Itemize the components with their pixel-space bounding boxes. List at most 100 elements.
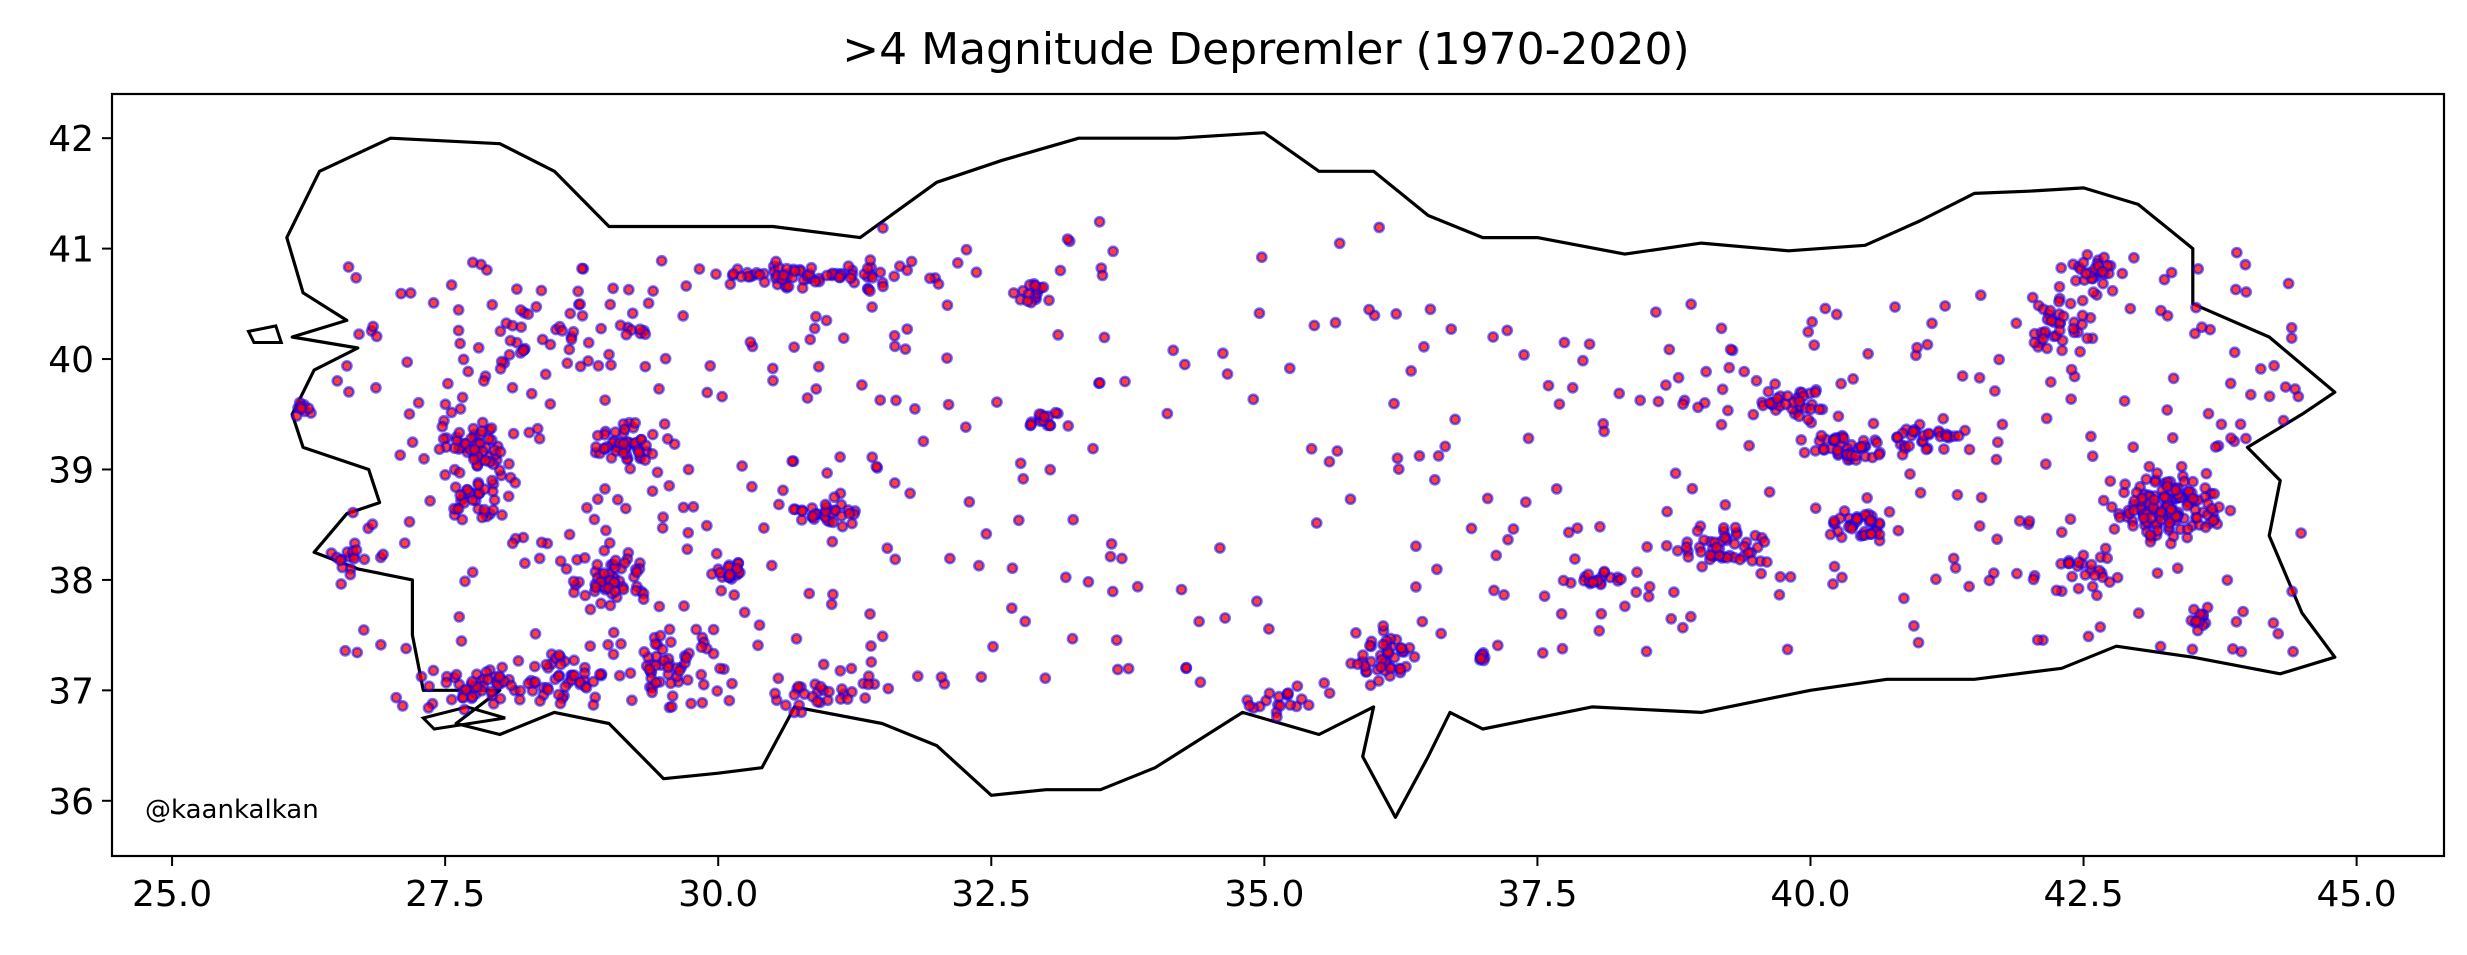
earthquake-point bbox=[1867, 417, 1880, 430]
earthquake-point bbox=[1263, 623, 1275, 635]
earthquake-point bbox=[390, 691, 403, 704]
earthquake-point bbox=[1761, 556, 1773, 568]
earthquake-point bbox=[862, 678, 875, 691]
earthquake-point bbox=[744, 336, 757, 348]
earthquake-point bbox=[2186, 475, 2199, 488]
earthquake-point bbox=[2187, 603, 2200, 616]
earthquake-point bbox=[2225, 432, 2237, 445]
earthquake-point bbox=[466, 691, 479, 703]
earthquake-point bbox=[2099, 542, 2112, 555]
earthquake-point bbox=[2103, 576, 2116, 588]
earthquake-point bbox=[1672, 371, 1685, 384]
earthquake-point bbox=[2209, 441, 2222, 453]
earthquake-point bbox=[905, 255, 918, 268]
earthquake-point bbox=[788, 689, 801, 701]
earthquake-point bbox=[1487, 331, 1499, 343]
earthquake-point bbox=[335, 578, 348, 590]
earthquake-point bbox=[770, 255, 782, 268]
earthquake-point bbox=[870, 460, 883, 473]
earthquake-point bbox=[1802, 413, 1814, 426]
earthquake-point bbox=[2268, 359, 2280, 372]
earthquake-point bbox=[589, 581, 602, 594]
earthquake-point bbox=[1728, 538, 1741, 550]
earthquake-point bbox=[1550, 482, 1563, 495]
x-axis: 25.0 27.5 30.0 32.5 35.0 37.5 40.0 42.5 45.0 bbox=[132, 856, 2397, 915]
earthquake-point bbox=[626, 307, 639, 320]
earthquake-point bbox=[1640, 645, 1653, 658]
earthquake-point bbox=[710, 268, 722, 280]
earthquake-point bbox=[942, 398, 955, 411]
earthquake-point bbox=[1650, 306, 1662, 318]
earthquake-point bbox=[2254, 362, 2267, 375]
earthquake-point bbox=[1593, 624, 1606, 637]
earthquake-point bbox=[820, 314, 833, 327]
earthquake-point bbox=[1214, 542, 1226, 554]
earthquake-point bbox=[1734, 553, 1746, 566]
earthquake-point bbox=[2279, 381, 2292, 393]
earthquake-point bbox=[552, 670, 565, 683]
earthquake-point bbox=[607, 626, 620, 639]
earthquake-point bbox=[834, 664, 847, 677]
earthquake-point bbox=[595, 322, 607, 335]
earthquake-point bbox=[1991, 436, 2004, 449]
earthquake-point bbox=[504, 334, 517, 347]
earthquake-point bbox=[1536, 647, 1549, 659]
earthquake-point bbox=[1613, 387, 1626, 400]
earthquake-point bbox=[2239, 432, 2252, 445]
earthquake-point bbox=[1691, 525, 1704, 537]
earthquake-point bbox=[1676, 621, 1689, 634]
earthquake-point bbox=[559, 680, 572, 693]
earthquake-point bbox=[539, 368, 552, 381]
earthquake-point bbox=[650, 676, 662, 689]
earthquake-point bbox=[1722, 404, 1734, 417]
earthquake-point bbox=[2053, 280, 2066, 293]
earthquake-point bbox=[542, 683, 555, 696]
earthquake-point bbox=[663, 479, 676, 492]
earthquake-point bbox=[2128, 494, 2141, 507]
earthquake-point bbox=[1583, 338, 1596, 350]
earthquake-point bbox=[1302, 699, 1315, 711]
earthquake-point bbox=[1357, 649, 1369, 661]
earthquake-point bbox=[502, 490, 515, 503]
earthquake-point bbox=[1391, 452, 1404, 465]
earthquake-point bbox=[1630, 586, 1643, 599]
earthquake-point bbox=[1686, 482, 1699, 495]
earthquake-point bbox=[1481, 492, 1494, 505]
earthquake-point bbox=[1883, 505, 1896, 518]
earthquake-point bbox=[556, 324, 569, 337]
y-tick-label: 40 bbox=[48, 340, 94, 381]
earthquake-point bbox=[588, 513, 601, 526]
earthquake-point bbox=[753, 268, 766, 281]
earthquake-point bbox=[342, 385, 355, 398]
earthquake-point bbox=[370, 330, 383, 343]
earthquake-point bbox=[1093, 215, 1106, 228]
earthquake-point bbox=[2190, 615, 2202, 627]
earthquake-point bbox=[340, 359, 353, 372]
earthquake-point bbox=[632, 446, 645, 459]
earthquake-point bbox=[1939, 300, 1951, 312]
earthquake-point bbox=[456, 513, 469, 526]
earthquake-point bbox=[1806, 315, 1818, 328]
earthquake-point bbox=[599, 394, 611, 406]
earthquake-point bbox=[1798, 446, 1811, 459]
earthquake-point bbox=[339, 644, 352, 657]
earthquake-point bbox=[2148, 493, 2161, 506]
earthquake-point bbox=[2144, 529, 2157, 541]
earthquake-point bbox=[2105, 501, 2118, 513]
earthquake-point bbox=[1663, 343, 1676, 356]
earthquake-point bbox=[533, 432, 546, 445]
earthquake-point bbox=[690, 623, 703, 636]
earthquake-point bbox=[595, 597, 607, 610]
earthquake-point bbox=[554, 555, 567, 567]
earthquake-point bbox=[647, 285, 659, 297]
earthquake-point bbox=[2286, 585, 2298, 598]
earthquake-point bbox=[2195, 321, 2208, 334]
earthquake-point bbox=[422, 702, 435, 714]
earthquake-point bbox=[2057, 310, 2070, 323]
earthquake-point bbox=[424, 494, 436, 507]
earthquake-point bbox=[2229, 283, 2242, 296]
earthquake-point bbox=[1329, 316, 1342, 329]
earthquake-point bbox=[773, 498, 785, 511]
earthquake-point bbox=[485, 685, 498, 698]
earthquake-point bbox=[554, 697, 567, 710]
